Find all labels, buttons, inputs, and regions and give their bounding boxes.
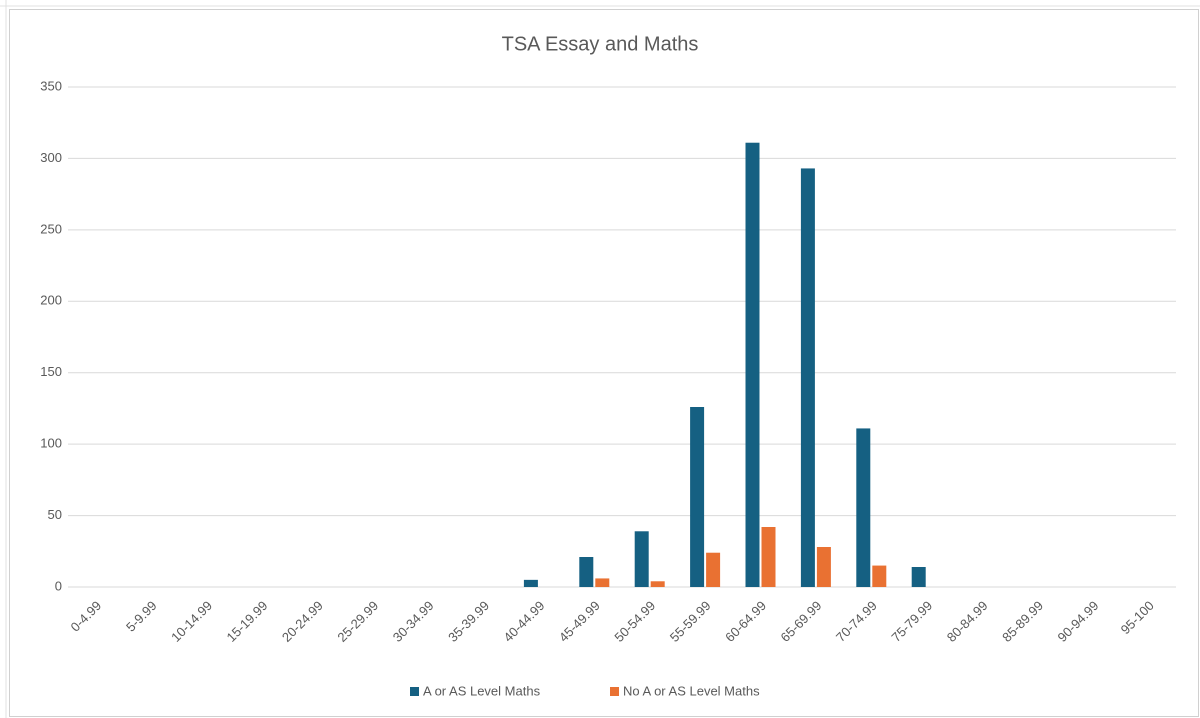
y-tick-label: 150 — [40, 364, 62, 379]
bar — [579, 557, 594, 587]
bar — [872, 565, 887, 587]
y-tick-label: 50 — [48, 507, 62, 522]
chart-area — [9, 9, 1199, 717]
bar — [800, 168, 815, 587]
y-tick-label: 350 — [40, 78, 62, 93]
y-tick-label: 200 — [40, 293, 62, 308]
legend-swatch — [410, 687, 419, 696]
bar — [745, 142, 760, 587]
bar — [634, 531, 649, 587]
bar — [911, 567, 926, 587]
legend-swatch — [610, 687, 619, 696]
bar — [706, 552, 721, 587]
bar — [690, 407, 705, 587]
bar — [761, 527, 776, 587]
bar — [595, 578, 610, 587]
bar — [650, 581, 665, 587]
bar — [856, 428, 871, 587]
y-tick-label: 0 — [55, 578, 62, 593]
y-tick-label: 300 — [40, 150, 62, 165]
legend-label: No A or AS Level Maths — [623, 683, 760, 698]
bar — [816, 547, 831, 587]
y-tick-label: 250 — [40, 221, 62, 236]
legend-label: A or AS Level Maths — [423, 683, 541, 698]
bar — [523, 579, 538, 587]
chart-title: TSA Essay and Maths — [502, 33, 699, 55]
y-tick-label: 100 — [40, 436, 62, 451]
